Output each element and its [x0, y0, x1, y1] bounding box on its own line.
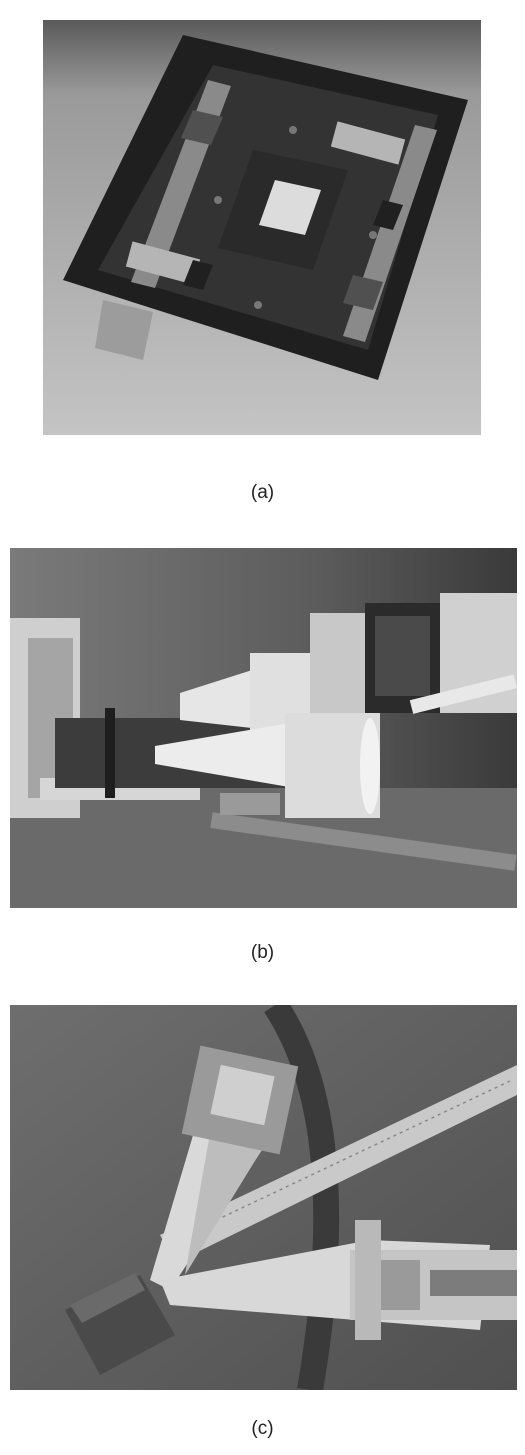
caption-a: (a) [250, 482, 275, 503]
photo-a-image [43, 20, 481, 435]
photo-b-image [10, 548, 517, 908]
photo-panel-b [10, 548, 517, 908]
photo-panel-c [10, 1005, 517, 1390]
caption-b: (b) [250, 942, 275, 963]
photo-c-image [10, 1005, 517, 1390]
photo-panel-a [43, 20, 481, 435]
caption-c: (c) [251, 1418, 274, 1439]
